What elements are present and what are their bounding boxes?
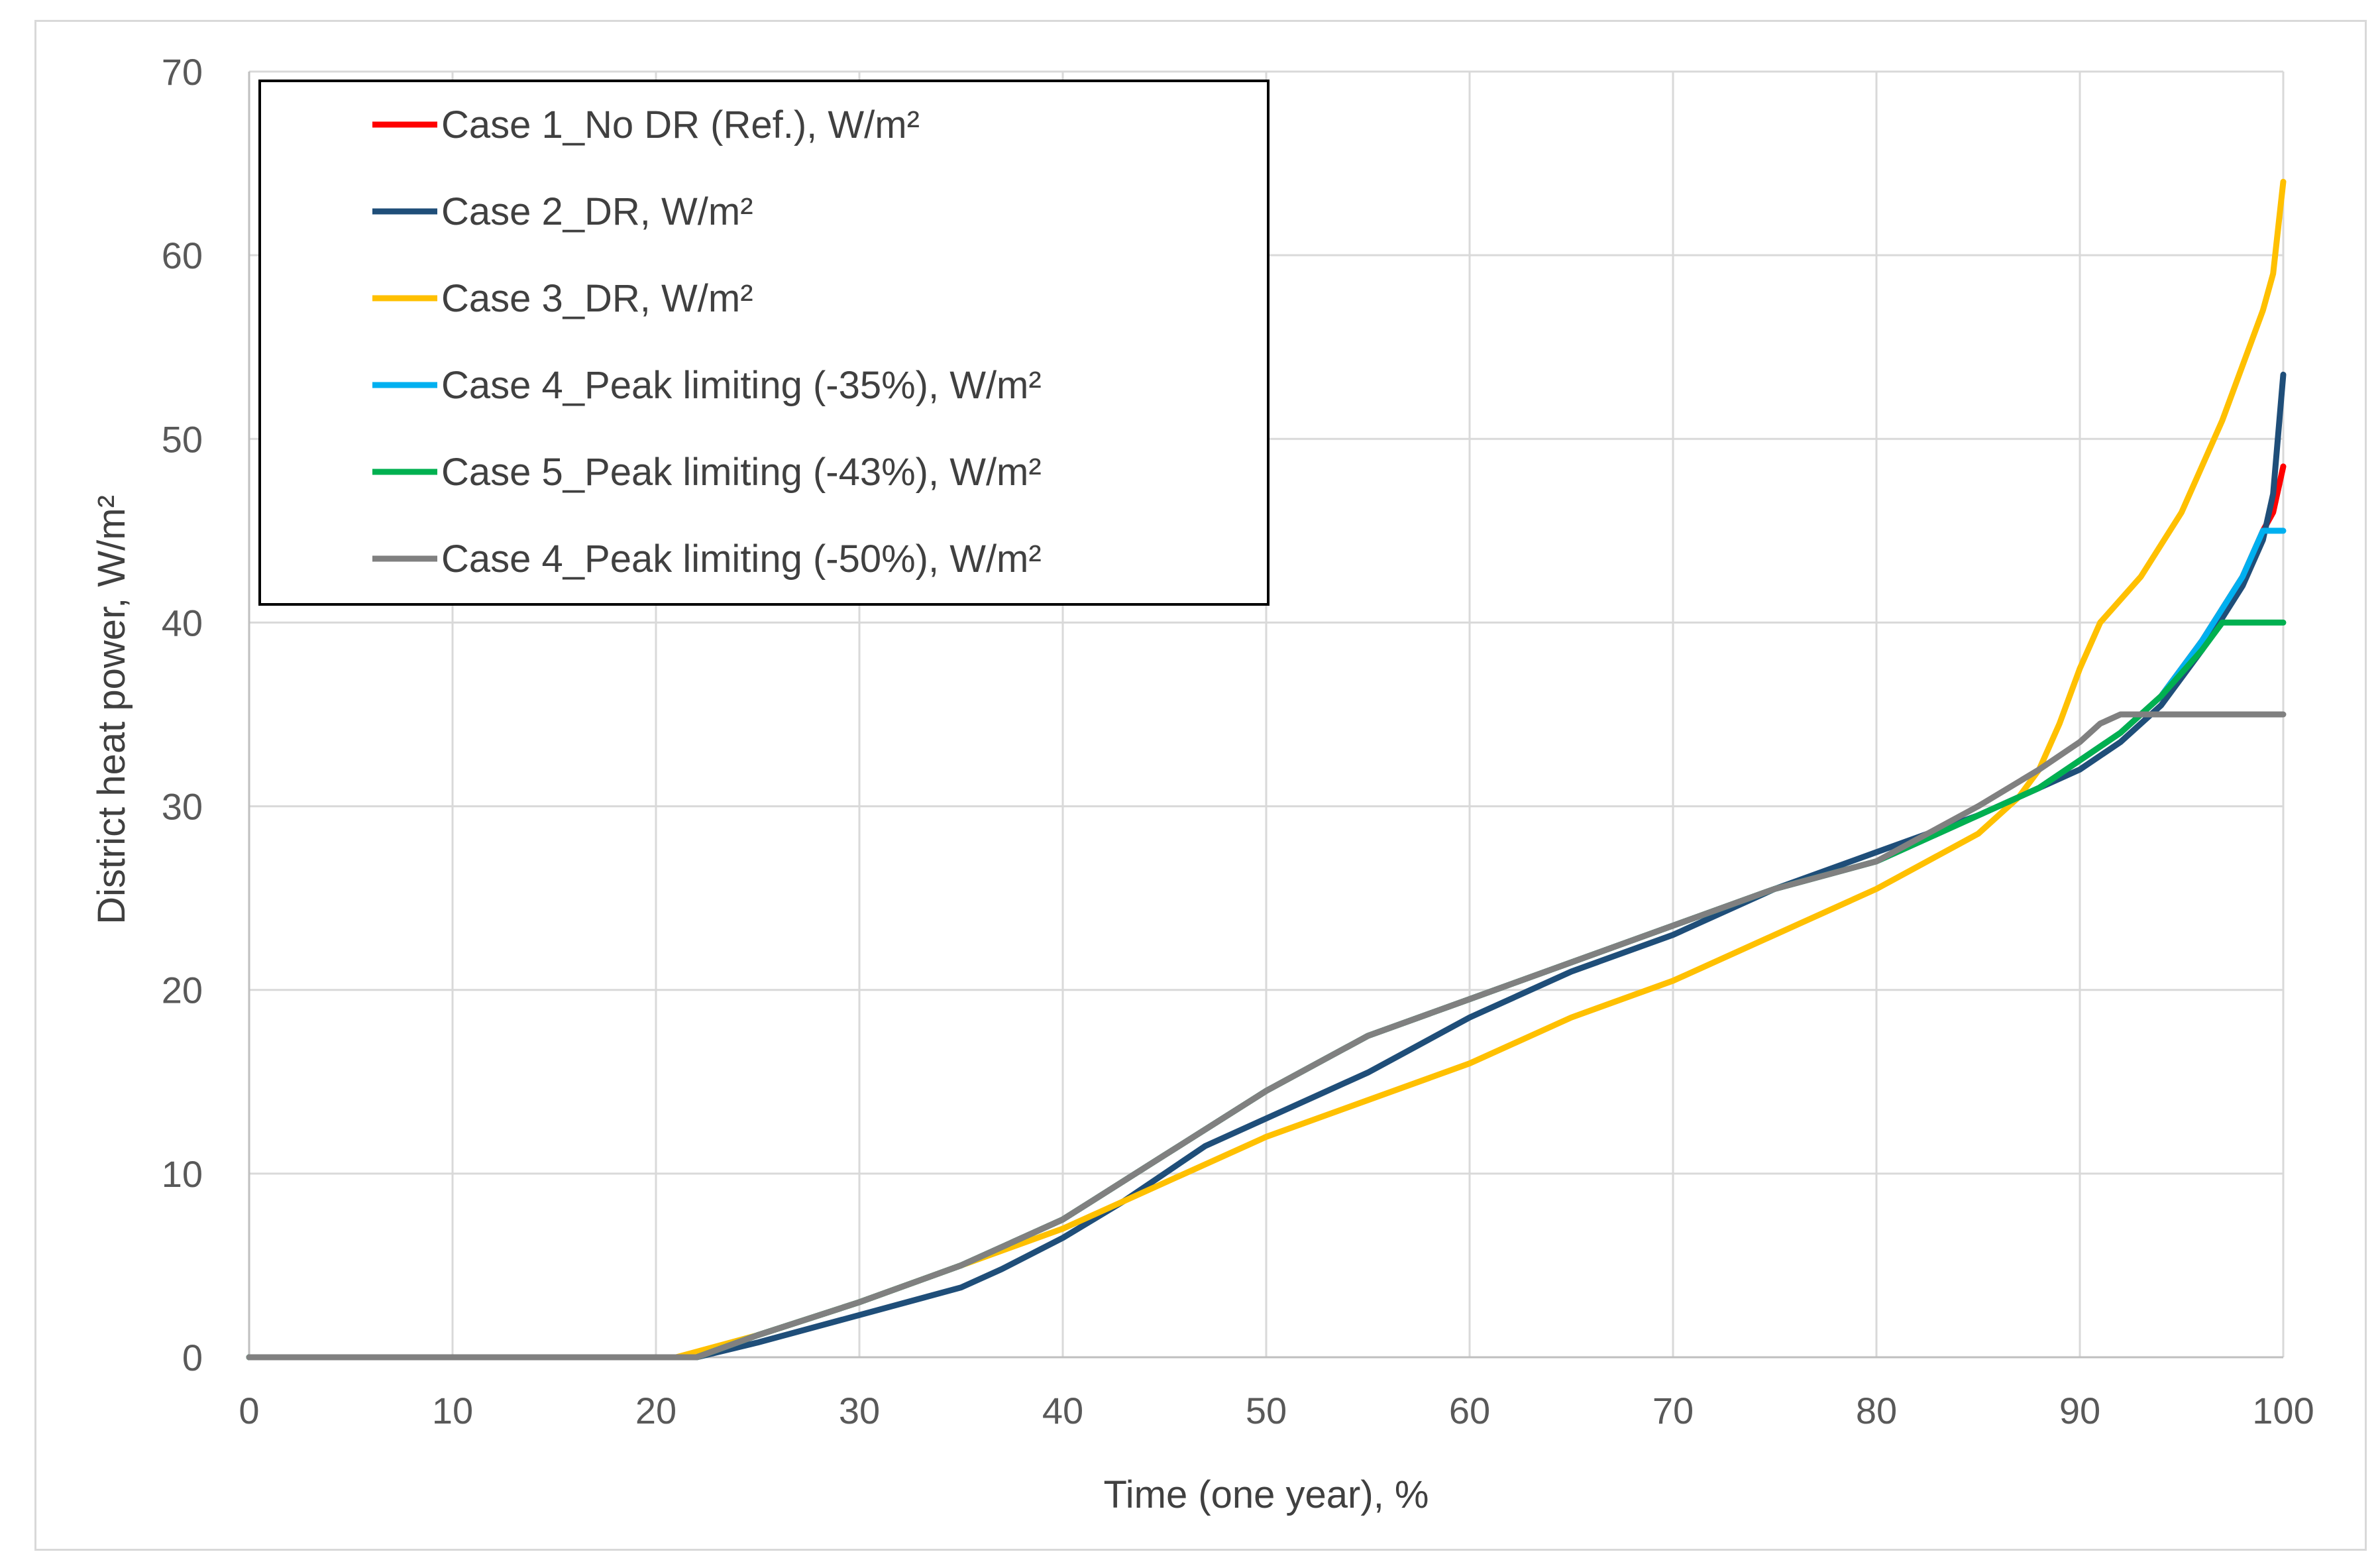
x-tick-label: 90	[2059, 1390, 2100, 1431]
x-tick-label: 20	[635, 1390, 676, 1431]
y-tick-label: 20	[162, 970, 203, 1011]
x-tick-label: 70	[1652, 1390, 1694, 1431]
x-tick-label: 60	[1449, 1390, 1490, 1431]
x-tick-label: 40	[1042, 1390, 1083, 1431]
series-lines	[246, 178, 2287, 1361]
legend-label: Case 5_Peak limiting (-43%), W/m²	[441, 451, 1042, 494]
legend-items: Case 1_No DR (Ref.), W/m² Case 2_DR, W/m²…	[372, 103, 1042, 581]
legend-label: Case 3_DR, W/m²	[441, 277, 753, 320]
x-tick-label: 50	[1246, 1390, 1287, 1431]
series-line-case-4-peak-limiting-50-w-m	[246, 711, 2287, 1361]
legend-label: Case 4_Peak limiting (-50%), W/m²	[441, 537, 1042, 581]
legend: Case 1_No DR (Ref.), W/m² Case 2_DR, W/m²…	[258, 80, 1270, 606]
y-axis-title: District heat power, W/m²	[90, 495, 133, 924]
x-tick-label: 10	[432, 1390, 473, 1431]
y-tick-label: 30	[162, 786, 203, 828]
y-tick-label: 10	[162, 1153, 203, 1195]
legend-label: Case 2_DR, W/m²	[441, 190, 753, 233]
y-tick-label: 50	[162, 418, 203, 460]
y-tick-label: 70	[162, 51, 203, 93]
legend-box	[258, 80, 1270, 606]
legend-label: Case 4_Peak limiting (-35%), W/m²	[441, 364, 1042, 407]
y-tick-label: 60	[162, 235, 203, 276]
x-tick-label: 100	[2252, 1390, 2314, 1431]
x-tick-label: 80	[1856, 1390, 1897, 1431]
y-tick-label: 40	[162, 602, 203, 644]
y-tick-labels: 0 10 20 30 40 50 60 70	[162, 51, 203, 1378]
x-axis-title: Time (one year), %	[1104, 1473, 1429, 1516]
y-tick-label: 0	[182, 1337, 203, 1378]
x-tick-label: 0	[239, 1390, 259, 1431]
legend-label: Case 1_No DR (Ref.), W/m²	[441, 103, 920, 146]
x-tick-label: 30	[839, 1390, 880, 1431]
x-tick-labels: 0 10 20 30 40 50 60 70 80 90 100	[239, 1390, 2314, 1431]
